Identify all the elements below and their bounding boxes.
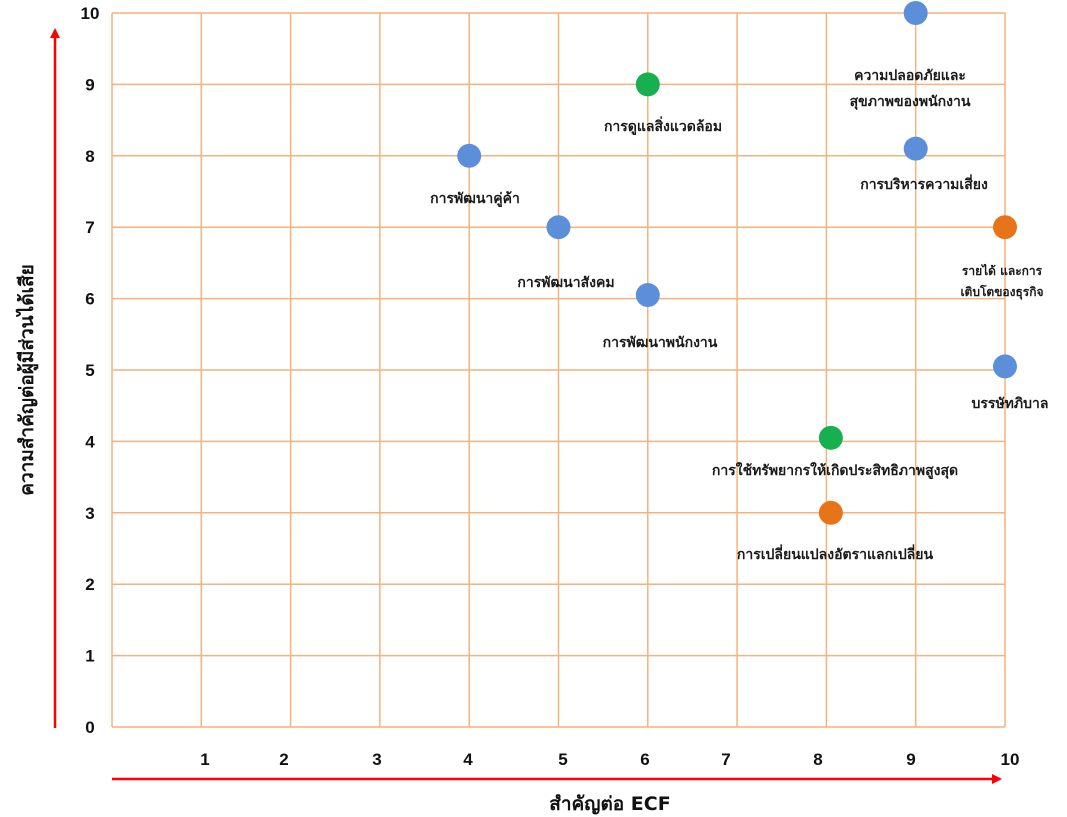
y-axis-title: ความสำคัญต่อผู้มีส่วนได้เสีย bbox=[15, 264, 39, 496]
y-tick-label: 3 bbox=[85, 504, 94, 523]
data-point-blue bbox=[903, 136, 928, 161]
x-tick-label: 4 bbox=[463, 750, 473, 769]
y-tick-label: 8 bbox=[85, 147, 94, 166]
x-tick-label: 8 bbox=[813, 750, 822, 769]
data-point-label-line: การดูแลสิ่งแวดล้อม bbox=[604, 116, 722, 135]
axes bbox=[50, 28, 1002, 784]
y-tick-label: 7 bbox=[85, 218, 94, 237]
x-tick-label: 6 bbox=[640, 750, 649, 769]
data-point-label: การพัฒนาคู่ค้า bbox=[430, 191, 520, 207]
x-tick-label: 2 bbox=[279, 750, 288, 769]
data-point-orange bbox=[993, 215, 1017, 240]
data-point-label: การพัฒนาสังคม bbox=[517, 275, 614, 291]
ticks: 1 2 3 4 5 6 7 8 9 10 0 1 2 3 4 5 6 7 8 9 10 bbox=[81, 4, 1020, 769]
data-point-label: การพัฒนาพนักงาน bbox=[603, 335, 718, 351]
data-point-label-line: การใช้ทรัพยากรให้เกิดประสิทธิภาพสูงสุด bbox=[712, 461, 958, 479]
point-labels: ความปลอดภัยและสุขภาพของพนักงานการดูแลสิ่… bbox=[430, 68, 1048, 563]
data-point-blue bbox=[993, 354, 1017, 379]
y-tick-label: 4 bbox=[85, 432, 95, 451]
data-point-green bbox=[635, 72, 660, 97]
y-tick-label: 10 bbox=[81, 4, 100, 23]
data-point-label-line: บรรษัทภิบาล bbox=[972, 396, 1049, 412]
data-point-label: รายได้ และการเติบโตของธุรกิจ bbox=[960, 263, 1043, 300]
data-point-label: การบริหารความเสี่ยง bbox=[860, 174, 988, 193]
data-point-label: การใช้ทรัพยากรให้เกิดประสิทธิภาพสูงสุด bbox=[712, 461, 958, 479]
x-tick-label: 5 bbox=[558, 750, 567, 769]
data-point-blue bbox=[457, 143, 482, 168]
data-point-label: ความปลอดภัยและสุขภาพของพนักงาน bbox=[850, 68, 971, 110]
points bbox=[457, 1, 1017, 525]
x-tick-label: 3 bbox=[372, 750, 381, 769]
data-point-label-line: เติบโตของธุรกิจ bbox=[960, 284, 1043, 300]
y-tick-label: 6 bbox=[85, 290, 94, 309]
data-point-label-line: สุขภาพของพนักงาน bbox=[850, 94, 971, 110]
data-point-label-line: การพัฒนาคู่ค้า bbox=[430, 191, 520, 207]
data-point-blue bbox=[546, 215, 571, 240]
data-point-orange bbox=[818, 500, 843, 525]
data-point-label-line: การบริหารความเสี่ยง bbox=[860, 174, 988, 193]
data-point-blue bbox=[903, 1, 928, 25]
y-tick-label: 2 bbox=[85, 575, 94, 594]
x-axis-title: สำคัญต่อ ECF bbox=[549, 793, 670, 815]
data-point-label-line: รายได้ และการ bbox=[962, 263, 1043, 278]
y-tick-label: 5 bbox=[85, 361, 94, 380]
data-point-green bbox=[818, 425, 843, 450]
data-point-label-line: ความปลอดภัยและ bbox=[854, 68, 966, 84]
data-point-label: การดูแลสิ่งแวดล้อม bbox=[604, 116, 722, 135]
x-tick-label: 7 bbox=[721, 750, 730, 769]
x-tick-label: 10 bbox=[1001, 750, 1020, 769]
data-point-label-line: การเปลี่ยนแปลงอัตราแลกเปลี่ยน bbox=[737, 544, 934, 563]
y-tick-label: 0 bbox=[85, 718, 94, 737]
data-point-label-line: การพัฒนาพนักงาน bbox=[603, 335, 718, 351]
x-tick-label: 9 bbox=[906, 750, 915, 769]
grid bbox=[111, 12, 1006, 728]
data-point-blue bbox=[635, 283, 660, 308]
y-tick-label: 9 bbox=[85, 75, 94, 94]
data-point-label-line: การพัฒนาสังคม bbox=[517, 275, 614, 291]
data-point-label: การเปลี่ยนแปลงอัตราแลกเปลี่ยน bbox=[737, 544, 934, 563]
y-tick-label: 1 bbox=[85, 647, 94, 666]
data-point-label: บรรษัทภิบาล bbox=[972, 396, 1049, 412]
x-tick-label: 1 bbox=[200, 750, 209, 769]
